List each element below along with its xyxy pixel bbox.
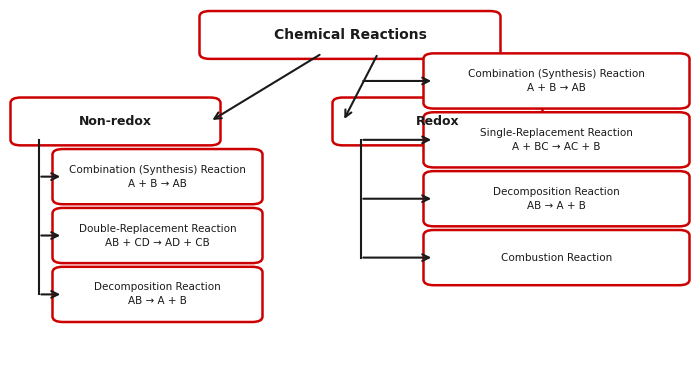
FancyBboxPatch shape (424, 171, 690, 226)
Text: Combustion Reaction: Combustion Reaction (501, 252, 612, 263)
Text: Single-Replacement Reaction
A + BC → AC + B: Single-Replacement Reaction A + BC → AC … (480, 128, 633, 152)
Text: Combination (Synthesis) Reaction
A + B → AB: Combination (Synthesis) Reaction A + B →… (69, 164, 246, 189)
FancyBboxPatch shape (424, 112, 690, 167)
Text: Decomposition Reaction
AB → A + B: Decomposition Reaction AB → A + B (94, 282, 221, 307)
Text: Double-Replacement Reaction
AB + CD → AD + CB: Double-Replacement Reaction AB + CD → AD… (78, 223, 237, 248)
Text: Redox: Redox (416, 115, 459, 128)
Text: Combination (Synthesis) Reaction
A + B → AB: Combination (Synthesis) Reaction A + B →… (468, 69, 645, 93)
FancyBboxPatch shape (52, 208, 262, 263)
FancyBboxPatch shape (424, 230, 690, 285)
Text: Decomposition Reaction
AB → A + B: Decomposition Reaction AB → A + B (493, 187, 620, 211)
FancyBboxPatch shape (424, 53, 690, 109)
FancyBboxPatch shape (332, 98, 542, 145)
FancyBboxPatch shape (52, 149, 262, 204)
FancyBboxPatch shape (199, 11, 500, 59)
Text: Chemical Reactions: Chemical Reactions (274, 28, 426, 42)
FancyBboxPatch shape (10, 98, 220, 145)
FancyBboxPatch shape (52, 267, 262, 322)
Text: Non-redox: Non-redox (79, 115, 152, 128)
